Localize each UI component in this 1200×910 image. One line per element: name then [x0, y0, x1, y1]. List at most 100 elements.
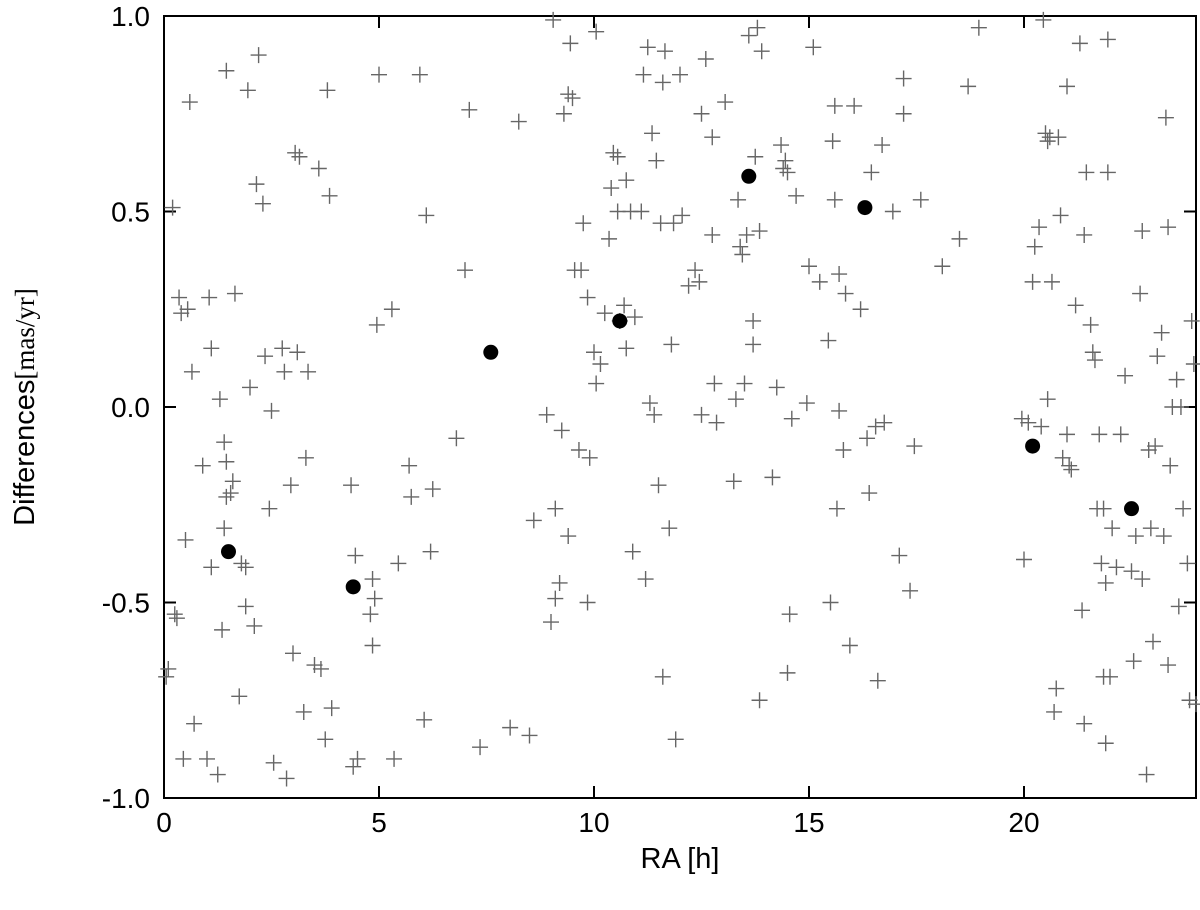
plus-point: [1091, 426, 1108, 443]
plus-point: [725, 473, 742, 490]
plus-point: [237, 559, 254, 576]
plus-point: [239, 82, 256, 99]
plus-point: [1155, 528, 1172, 545]
plus-point: [753, 43, 770, 60]
plus-point: [416, 711, 433, 728]
plus-point: [564, 90, 581, 107]
dot-point: [612, 313, 628, 329]
plus-point: [828, 500, 845, 517]
plus-point: [218, 453, 235, 470]
plus-point: [586, 344, 602, 361]
plus-point: [555, 105, 572, 122]
plus-point: [777, 152, 794, 169]
plus-point: [704, 226, 721, 243]
plus-point: [1020, 414, 1037, 431]
plus-point: [257, 348, 274, 365]
plus-point: [1170, 598, 1187, 615]
plus-point: [846, 97, 863, 114]
plus-point: [1160, 657, 1177, 674]
plus-point: [874, 137, 891, 154]
plus-point: [160, 660, 177, 677]
plus-point: [218, 488, 235, 505]
plus-point: [1033, 418, 1050, 435]
plus-point: [745, 312, 762, 329]
dot-point: [1025, 438, 1041, 454]
plus-point: [224, 473, 241, 490]
plus-point: [371, 66, 387, 83]
plus-point: [837, 285, 854, 302]
plus-point: [779, 164, 796, 181]
plus-point: [278, 770, 295, 787]
plus-point: [347, 547, 364, 564]
y-tick-label: -0.5: [102, 588, 150, 619]
plus-point: [319, 82, 336, 99]
plus-point: [461, 101, 478, 118]
plus-point: [317, 731, 334, 748]
dot-series: [221, 168, 1139, 595]
plus-point: [1076, 226, 1093, 243]
plus-point: [171, 289, 188, 306]
plus-point: [553, 422, 570, 439]
plus-point: [1149, 348, 1166, 365]
plus-point: [775, 160, 792, 177]
plus-point: [895, 105, 912, 122]
plus-point: [841, 637, 858, 654]
plus-point: [730, 191, 747, 208]
plus-point: [641, 395, 658, 412]
plus-point: [717, 94, 734, 111]
plus-point: [1117, 367, 1134, 384]
plus-point: [448, 430, 465, 447]
plus-point: [1099, 164, 1116, 181]
plus-point: [863, 164, 880, 181]
plus-point: [424, 481, 441, 498]
plus-point: [588, 23, 605, 40]
plus-point: [287, 144, 304, 161]
plus-point: [609, 148, 626, 165]
plus-point: [216, 520, 233, 537]
plus-point: [422, 543, 439, 560]
plus-point: [233, 555, 250, 572]
plus-point: [181, 94, 198, 111]
plus-point: [186, 715, 203, 732]
plus-point: [194, 457, 211, 474]
plus-point: [560, 528, 577, 545]
plus-point: [1082, 316, 1099, 333]
plus-point: [601, 230, 618, 247]
y-tick-labels: -1.0 -0.5 0.0 0.5 1.0: [102, 1, 150, 814]
plus-point: [263, 402, 280, 419]
plus-point: [1067, 297, 1084, 314]
plus-point: [265, 754, 282, 771]
plus-point: [545, 11, 562, 28]
plus-point: [345, 758, 362, 775]
plus-point: [214, 621, 231, 638]
x-tick-label: 5: [371, 807, 387, 838]
plus-point: [366, 590, 383, 607]
plus-point: [390, 555, 407, 572]
plus-point: [876, 414, 893, 431]
plus-point: [861, 485, 878, 502]
plus-point: [680, 277, 697, 294]
plus-point: [285, 645, 301, 662]
plus-point: [1074, 602, 1091, 619]
plus-point: [648, 152, 665, 169]
dot-point: [857, 200, 873, 216]
plus-point: [1013, 410, 1030, 427]
plus-point: [751, 692, 768, 709]
plus-point: [626, 309, 643, 326]
plus-point: [706, 375, 723, 392]
plus-point: [1127, 528, 1144, 545]
plus-point: [218, 62, 235, 79]
plus-point: [547, 590, 564, 607]
plus-point: [343, 477, 360, 494]
plus-point: [884, 203, 901, 220]
plus-point: [1078, 164, 1095, 181]
plus-point: [1123, 563, 1140, 580]
plus-point: [592, 355, 609, 372]
dot-point: [1124, 501, 1139, 517]
plus-point: [1134, 571, 1151, 588]
plus-point: [383, 301, 400, 318]
plus-point: [1031, 219, 1048, 236]
plus-point: [691, 273, 708, 290]
plus-point: [1157, 109, 1174, 126]
plus-point: [1039, 391, 1056, 408]
